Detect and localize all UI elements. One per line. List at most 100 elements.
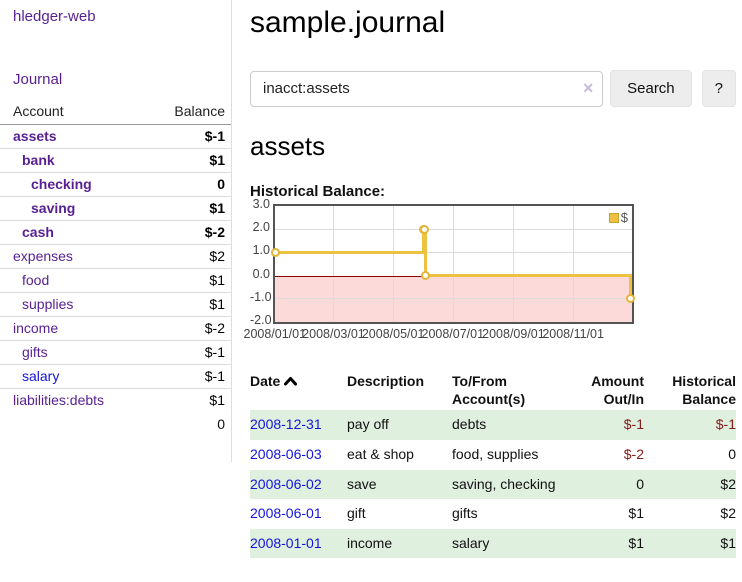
transaction-description: eat & shop (347, 445, 414, 462)
transaction-date-link[interactable]: 2008-01-01 (250, 534, 322, 551)
register-header-balance: Historical Balance (672, 373, 736, 408)
register-header-date[interactable]: Date (250, 370, 347, 410)
search-input[interactable] (250, 70, 604, 107)
accounts-table: Account Balance assets $-1 bank $1 checking 0… (0, 100, 231, 438)
transaction-accounts: gifts (452, 505, 478, 522)
transaction-amount: $-2 (623, 445, 644, 462)
transaction-accounts: food, supplies (452, 445, 539, 462)
help-button[interactable]: ? (701, 70, 736, 107)
account-balance: $-1 (141, 340, 231, 365)
account-row: expenses $2 (0, 244, 231, 269)
x-axis-tick-label: 2008/01/01 (243, 327, 307, 341)
chart-line-segment (424, 229, 428, 276)
transaction-date-link[interactable]: 2008-06-03 (250, 445, 322, 462)
chart-gridline (333, 206, 335, 322)
transaction-amount: $1 (628, 505, 644, 522)
y-axis-tick-label: 2.0 (252, 220, 270, 235)
chart-title: Historical Balance: (250, 183, 386, 200)
register-row: 2008-06-02 save saving, checking 0 $2 (250, 469, 736, 500)
transaction-date-link[interactable]: 2008-06-01 (250, 505, 322, 522)
x-axis-tick-label: 2008/03/01 (302, 327, 365, 341)
chart-line-segment (425, 274, 632, 278)
account-link[interactable]: cash (22, 224, 54, 240)
account-link[interactable]: salary (22, 368, 60, 384)
account-row: gifts $-1 (0, 340, 231, 365)
account-link[interactable]: liabilities:debts (13, 392, 105, 408)
legend-label: $ (620, 210, 628, 225)
account-row: food $1 (0, 268, 231, 293)
account-balance: $1 (141, 196, 231, 221)
account-balance: $1 (141, 148, 231, 173)
register-header-accounts: To/From Account(s) (452, 373, 526, 408)
y-axis-tick-label: 1.0 (252, 243, 270, 258)
transaction-accounts: salary (452, 528, 561, 559)
account-row: saving $1 (0, 196, 231, 221)
search-button[interactable]: Search (610, 70, 692, 107)
chart-gridline (275, 298, 632, 300)
chart-gridline (392, 206, 394, 322)
register-row: 2008-06-01 gift gifts $1 $2 (250, 499, 736, 529)
transaction-description: gift (347, 505, 366, 522)
register-header-description: Description (347, 373, 425, 389)
account-balance: $-2 (141, 316, 231, 341)
transaction-date-link[interactable]: 2008-12-31 (250, 416, 322, 433)
y-axis-tick-label: 3.0 (252, 197, 270, 211)
x-axis-tick-label: 2008/07/01 (421, 327, 485, 341)
account-link[interactable]: gifts (22, 344, 48, 360)
clear-search-icon[interactable]: ✕ (582, 79, 595, 96)
account-link[interactable]: food (22, 272, 50, 288)
y-axis-tick-label: -2.0 (250, 313, 272, 327)
transaction-description: pay off (347, 410, 452, 440)
transaction-balance: $2 (720, 505, 736, 522)
transaction-amount: $1 (561, 528, 644, 559)
app-brand-link[interactable]: hledger-web (13, 8, 96, 25)
account-link[interactable]: supplies (22, 296, 74, 312)
chart-gridline (513, 206, 515, 322)
accounts-total-row: 0 (0, 412, 231, 438)
chart-gridline (452, 206, 454, 322)
historical-balance-chart: $ 3.0 2.0 1.0 0.0 -1.0 -2.0 2008/01/01 2008/03/… (244, 197, 670, 346)
account-link[interactable]: checking (31, 176, 92, 192)
nav-journal-link[interactable]: Journal (13, 71, 63, 88)
account-row: checking 0 (0, 172, 231, 197)
account-balance: $-1 (204, 128, 225, 144)
account-link[interactable]: income (13, 320, 59, 336)
account-link[interactable]: assets (13, 128, 57, 144)
main-content: sample.journal ✕ Search ? assets Histori… (233, 0, 742, 559)
account-link[interactable]: bank (22, 152, 55, 168)
y-axis-tick-label: 0.0 (252, 266, 270, 281)
transaction-amount: $-1 (561, 410, 644, 440)
transaction-balance: 0 (728, 445, 736, 462)
transaction-date-link[interactable]: 2008-06-02 (250, 475, 322, 492)
register-row: 2008-06-03 eat & shop food, supplies $-2 0 (250, 440, 736, 470)
transaction-balance: $2 (644, 469, 736, 500)
page-title: sample.journal (250, 6, 446, 39)
transaction-description: income (347, 528, 452, 559)
search-form: ✕ Search ? (250, 70, 736, 107)
chart-line-segment (422, 229, 426, 253)
account-link[interactable]: expenses (13, 248, 73, 264)
register-row: 2008-01-01 income salary $1 $1 (250, 528, 736, 559)
chart-data-point (420, 224, 430, 234)
account-link[interactable]: saving (31, 200, 76, 216)
sort-chevron-up-icon (284, 372, 298, 390)
account-row: salary $-1 (0, 364, 231, 389)
y-axis-tick-label: -1.0 (250, 289, 272, 304)
transaction-accounts: debts (452, 410, 561, 440)
legend-swatch-icon (608, 212, 619, 223)
chart-data-point (421, 271, 431, 281)
chart-gridline (275, 251, 632, 253)
register-header-amount: Amount Out/In (591, 373, 644, 408)
account-balance: $1 (141, 268, 231, 293)
chart-data-point (270, 247, 280, 257)
account-row: supplies $1 (0, 292, 231, 317)
account-balance: $1 (141, 292, 231, 317)
chart-legend: $ (608, 210, 628, 225)
accounts-total-value: 0 (217, 416, 225, 432)
chart-gridline (275, 228, 632, 230)
account-row: cash $-2 (0, 220, 231, 245)
x-axis-tick-label: 2008/05/01 (361, 327, 425, 341)
transaction-amount: 0 (561, 469, 644, 500)
account-balance: $2 (141, 244, 231, 269)
chart-gridline (572, 206, 574, 322)
